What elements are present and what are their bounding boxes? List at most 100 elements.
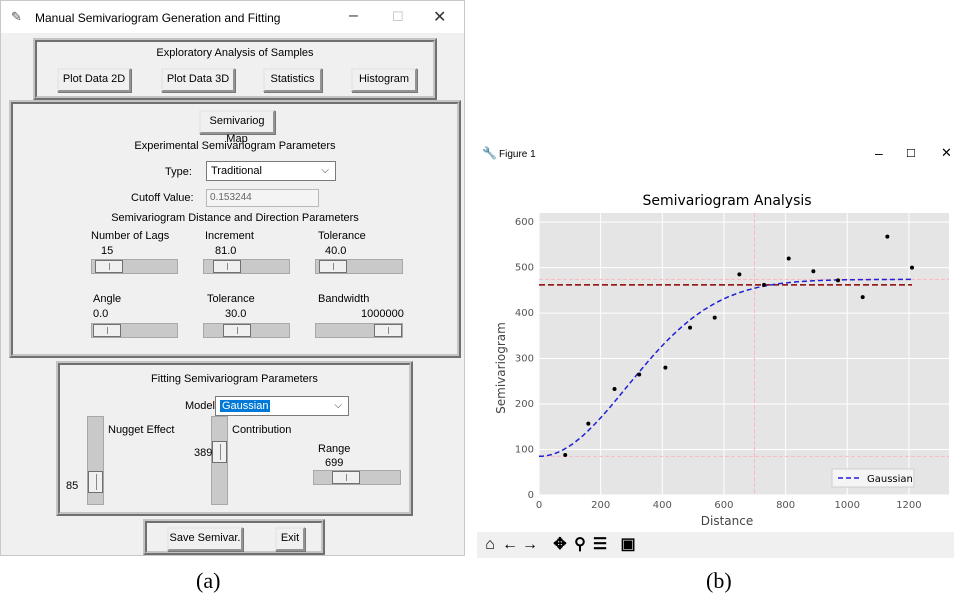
lags-slider[interactable] xyxy=(91,259,178,274)
pan-icon[interactable]: ✥ xyxy=(553,536,567,553)
angle-slider[interactable] xyxy=(91,323,178,338)
nugget-label: Nugget Effect xyxy=(108,424,175,436)
contribution-value: 389 xyxy=(194,447,213,459)
lags-slider-thumb[interactable] xyxy=(95,260,123,273)
data-point xyxy=(811,269,816,274)
close-icon[interactable]: ✕ xyxy=(941,145,952,160)
y-tick-label: 200 xyxy=(515,399,534,410)
back-icon[interactable]: ← xyxy=(502,536,518,553)
configure-icon[interactable]: ☰ xyxy=(592,536,608,553)
legend-label: Gaussian xyxy=(867,474,913,485)
x-tick-label: 800 xyxy=(776,500,795,511)
type-label: Type: xyxy=(165,166,192,178)
contribution-label: Contribution xyxy=(232,424,292,436)
data-point xyxy=(910,265,915,270)
maximize-icon[interactable]: ☐ xyxy=(906,148,916,160)
data-point xyxy=(836,278,841,283)
bandwidth-slider-thumb[interactable] xyxy=(374,324,402,337)
home-icon[interactable]: ⌂ xyxy=(485,536,495,553)
cutoff-entry[interactable]: 0.153244 xyxy=(206,189,319,207)
y-axis-label: Semivariogram xyxy=(494,322,508,414)
contribution-slider-thumb[interactable] xyxy=(212,441,227,463)
tolerance-slider[interactable] xyxy=(315,259,403,274)
data-point xyxy=(637,372,642,377)
save-semivar-button[interactable]: Save Semivar. xyxy=(167,527,243,551)
range-slider[interactable] xyxy=(313,470,401,485)
lags-value: 15 xyxy=(101,245,114,257)
angle-tolerance-slider[interactable] xyxy=(203,323,290,338)
y-tick-label: 100 xyxy=(515,445,534,456)
range-value: 699 xyxy=(325,457,344,469)
fitting-heading: Fitting Semivariogram Parameters xyxy=(151,373,318,385)
data-point xyxy=(688,325,693,330)
y-tick-label: 500 xyxy=(515,263,534,274)
plot-2d-button[interactable]: Plot Data 2D xyxy=(57,68,131,92)
legend: Gaussian xyxy=(831,468,915,488)
semivariogram-chart: 0 200 400 600 800 1000 1200 0 100 200 300 400 500 600… xyxy=(477,170,954,532)
data-point xyxy=(762,282,767,287)
zoom-icon[interactable]: ⚲ xyxy=(574,536,586,553)
y-tick-label: 0 xyxy=(528,490,534,501)
axis-ticks: 0 200 400 600 800 1000 1200 0 100 200 300 400 500 600 xyxy=(515,217,922,511)
chevron-down-icon: ⌵ xyxy=(321,165,329,176)
statistics-button[interactable]: Statistics xyxy=(263,68,322,92)
fitting-group: Fitting Semivariogram Parameters Model: … xyxy=(56,361,413,516)
y-tick-label: 600 xyxy=(515,217,534,228)
x-tick-label: 1200 xyxy=(896,500,921,511)
maximize-icon[interactable]: ☐ xyxy=(392,9,404,24)
forward-icon[interactable]: → xyxy=(522,536,538,553)
x-tick-label: 400 xyxy=(653,500,672,511)
caption-b: (b) xyxy=(706,568,732,593)
nugget-slider-thumb[interactable] xyxy=(88,471,103,493)
type-value: Traditional xyxy=(211,165,262,177)
feather-icon: ✎ xyxy=(11,9,22,24)
data-point xyxy=(712,315,717,320)
x-tick-label: 600 xyxy=(714,500,733,511)
lags-label: Number of Lags xyxy=(91,230,170,242)
bandwidth-slider[interactable] xyxy=(315,323,403,338)
legend-box xyxy=(831,468,915,488)
figure-icon: 🔧 xyxy=(482,146,497,160)
model-combobox[interactable]: Gaussian ⌵ xyxy=(215,396,349,416)
window-title: Manual Semivariogram Generation and Fitt… xyxy=(35,11,281,25)
model-value: Gaussian xyxy=(220,400,271,412)
window-titlebar: ✎ Manual Semivariogram Generation and Fi… xyxy=(1,1,464,33)
exit-button[interactable]: Exit xyxy=(275,527,305,551)
increment-label: Increment xyxy=(205,230,254,242)
data-point xyxy=(563,452,568,457)
chart-title: Semivariogram Analysis xyxy=(642,193,811,209)
save-icon[interactable]: ▣ xyxy=(620,536,636,553)
plot-area xyxy=(539,213,949,495)
minimize-icon[interactable]: – xyxy=(875,145,883,161)
increment-slider-thumb[interactable] xyxy=(213,260,241,273)
type-combobox[interactable]: Traditional ⌵ xyxy=(206,161,336,181)
angle-tolerance-value: 30.0 xyxy=(225,308,247,320)
y-tick-label: 400 xyxy=(515,308,534,319)
minimize-icon[interactable]: – xyxy=(349,7,358,24)
data-point xyxy=(612,387,617,392)
figure-titlebar: 🔧 Figure 1 – ☐ ✕ xyxy=(477,140,954,170)
bottom-buttons-group: Save Semivar. Exit xyxy=(143,519,325,555)
reference-lines xyxy=(539,213,949,495)
increment-slider[interactable] xyxy=(203,259,290,274)
semivariog-map-button[interactable]: Semivariog Map xyxy=(199,110,275,145)
tolerance-slider-thumb[interactable] xyxy=(319,260,347,273)
angle-label: Angle xyxy=(93,293,122,305)
angle-slider-thumb[interactable] xyxy=(93,324,121,337)
y-tick-label: 300 xyxy=(515,354,534,365)
grid xyxy=(538,213,949,496)
contribution-slider[interactable] xyxy=(211,416,228,505)
angle-tolerance-slider-thumb[interactable] xyxy=(223,324,251,337)
figure-title: Figure 1 xyxy=(499,149,536,160)
range-label: Range xyxy=(318,443,351,455)
histogram-button[interactable]: Histogram xyxy=(351,68,417,92)
bandwidth-label: Bandwidth xyxy=(318,293,370,305)
gaussian-model-line xyxy=(538,278,912,458)
plot-3d-button[interactable]: Plot Data 3D xyxy=(161,68,235,92)
close-icon[interactable]: ✕ xyxy=(433,9,447,26)
nugget-value: 85 xyxy=(66,480,79,492)
chevron-down-icon: ⌵ xyxy=(334,400,342,411)
nugget-slider[interactable] xyxy=(87,416,104,505)
range-slider-thumb[interactable] xyxy=(332,471,360,484)
x-axis-label: Distance xyxy=(701,514,753,528)
